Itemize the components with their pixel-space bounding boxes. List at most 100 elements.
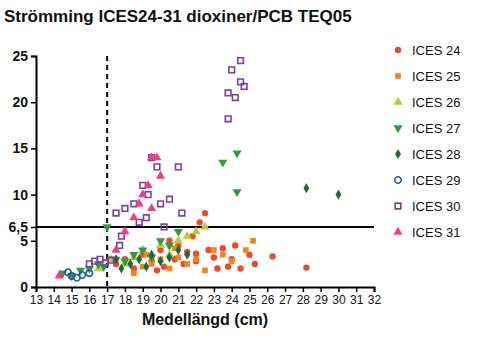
tick-mark [125, 287, 127, 292]
point [119, 233, 125, 239]
tick: 5 [20, 233, 36, 249]
plot-area [36, 56, 374, 287]
tick: 19 [137, 287, 151, 307]
series [131, 238, 256, 276]
tick-label: 20 [154, 293, 168, 307]
point [269, 253, 275, 259]
series [65, 269, 93, 281]
series [94, 222, 210, 271]
tick-label: 19 [137, 293, 151, 307]
point [193, 256, 199, 262]
point [220, 252, 226, 258]
point [232, 189, 241, 197]
series [87, 58, 247, 267]
tick-label: 24 [226, 293, 240, 307]
point [136, 254, 142, 264]
tick-label: 20 [12, 94, 28, 110]
point [225, 263, 231, 269]
point [161, 263, 167, 269]
point [232, 242, 238, 248]
point [147, 203, 156, 211]
tick: 16 [83, 287, 97, 307]
point [166, 252, 172, 262]
tick-mark [231, 287, 233, 292]
y-axis: 056,510152025 [9, 48, 37, 295]
point [111, 245, 120, 253]
point [205, 247, 211, 253]
legend-marker [393, 125, 402, 133]
tick-mark [31, 227, 36, 229]
series [58, 150, 241, 281]
tick-mark [267, 287, 269, 292]
tick: 25 [12, 48, 36, 64]
point [167, 266, 173, 272]
tick-mark [374, 287, 376, 292]
point [220, 245, 226, 251]
point [175, 164, 181, 170]
tick-mark [160, 287, 162, 292]
chart: Strömming ICES24-31 dioxiner/PCB TEQ05 13… [0, 0, 492, 339]
tick-mark [107, 287, 109, 292]
point [152, 152, 161, 160]
tick-label: 5 [20, 233, 28, 249]
point [154, 164, 160, 170]
tick-mark [31, 102, 36, 104]
point [303, 264, 309, 270]
point [167, 196, 173, 202]
legend-label: ICES 28 [412, 147, 460, 162]
point [129, 212, 138, 220]
point [136, 219, 142, 225]
point [158, 256, 164, 266]
tick: 26 [261, 287, 275, 307]
tick: 15 [12, 140, 36, 156]
axis-line [31, 57, 37, 288]
reference-line [106, 56, 108, 287]
tick-mark [31, 148, 36, 150]
point [131, 270, 137, 276]
point [211, 247, 217, 253]
point [202, 268, 208, 274]
tick: 20 [12, 94, 36, 110]
series [113, 183, 341, 274]
point [238, 58, 244, 64]
tick: 28 [297, 287, 311, 307]
tick-label: 29 [314, 293, 328, 307]
tick-mark [89, 287, 91, 292]
point [192, 226, 201, 234]
tick: 0 [20, 279, 36, 295]
legend-marker [395, 73, 401, 79]
point [241, 84, 247, 90]
point [175, 255, 181, 261]
point [202, 210, 208, 216]
tick-label: 18 [119, 293, 133, 307]
tick-label: 28 [297, 293, 311, 307]
tick: 13 [30, 287, 44, 307]
point [211, 254, 217, 260]
x-axis-title: Medellängd (cm) [142, 311, 268, 328]
tick-mark [249, 287, 251, 292]
point [175, 245, 181, 255]
tick-mark [320, 287, 322, 292]
title: Strömming ICES24-31 dioxiner/PCB TEQ05 [4, 7, 352, 26]
tick: 10 [12, 187, 36, 203]
point [138, 189, 147, 197]
point [335, 190, 341, 200]
legend-marker [395, 47, 401, 53]
legend-label: ICES 26 [412, 95, 460, 110]
point [179, 210, 185, 216]
tick-label: 17 [101, 293, 115, 307]
point [122, 206, 128, 212]
point [225, 116, 231, 122]
point [156, 171, 165, 179]
tick-label: 27 [279, 293, 293, 307]
point [108, 257, 114, 263]
tick-mark [338, 287, 340, 292]
legend-label: ICES 31 [412, 225, 460, 240]
tick-label: 26 [261, 293, 275, 307]
tick-mark [54, 287, 56, 292]
tick-label: 0 [20, 279, 28, 295]
legend-marker [395, 203, 401, 209]
point [117, 243, 123, 249]
point [200, 222, 209, 230]
tick: 23 [208, 287, 222, 307]
